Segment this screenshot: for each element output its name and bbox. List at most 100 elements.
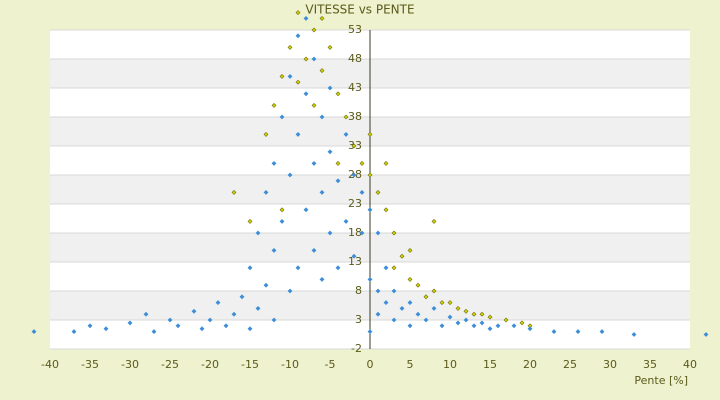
x-tick-label: 10 [443,358,457,371]
scatter-point [191,308,197,314]
scatter-point [407,247,413,253]
scatter-point [423,317,429,323]
scatter-point [303,207,309,213]
scatter-point [391,317,397,323]
scatter-point [279,218,285,224]
scatter-point [287,172,293,178]
scatter-point [407,323,413,329]
scatter-point [31,329,37,335]
scatter-point [279,114,285,120]
scatter-point [263,282,269,288]
scatter-point [247,218,253,224]
scatter-point [167,317,173,323]
scatter-point [151,329,157,335]
scatter-point [319,189,325,195]
scatter-point [423,294,429,300]
scatter-point [439,300,445,306]
x-tick-label: -5 [325,358,336,371]
scatter-point [311,160,317,166]
x-tick-label: -30 [121,358,139,371]
scatter-point [303,15,309,21]
scatter-point [239,294,245,300]
scatter-point [303,56,309,62]
scatter-point [479,320,485,326]
scatter-point [271,317,277,323]
scatter-point [351,253,357,259]
scatter-point [311,102,317,108]
scatter-point [295,10,301,16]
scatter-point [279,73,285,79]
scatter-point [375,311,381,317]
scatter-point [463,308,469,314]
scatter-point [199,326,205,332]
scatter-point [255,230,261,236]
y-tick-label: 53 [348,23,362,36]
scatter-point [255,305,261,311]
y-tick-label: 38 [348,110,362,123]
y-tick-label: 48 [348,52,362,65]
scatter-point [271,160,277,166]
scatter-point [175,323,181,329]
x-tick-label: 0 [367,358,374,371]
scatter-point [391,288,397,294]
scatter-point [343,131,349,137]
scatter-point [279,207,285,213]
scatter-point [351,143,357,149]
scatter-point [383,207,389,213]
x-tick-label: 20 [523,358,537,371]
scatter-point [343,218,349,224]
x-tick-label: 30 [603,358,617,371]
scatter-point [359,189,365,195]
scatter-point [511,323,517,329]
x-tick-label: 15 [483,358,497,371]
scatter-point [455,305,461,311]
x-tick-label: 40 [683,358,697,371]
x-axis-label: Pente [%] [634,374,688,387]
scatter-point [495,323,501,329]
scatter-point [215,300,221,306]
scatter-point [359,160,365,166]
scatter-point [295,79,301,85]
scatter-point [311,27,317,33]
scatter-point [383,265,389,271]
scatter-point [335,178,341,184]
scatter-point [303,91,309,97]
scatter-point [287,44,293,50]
scatter-point [287,288,293,294]
scatter-point [431,305,437,311]
y-tick-label: 13 [348,255,362,268]
scatter-point [311,247,317,253]
x-tick-label: -10 [281,358,299,371]
scatter-point [319,68,325,74]
scatter-point [351,172,357,178]
scatter-point [327,85,333,91]
x-tick-label: -40 [41,358,59,371]
scatter-point [223,323,229,329]
scatter-point [231,189,237,195]
scatter-point [431,218,437,224]
scatter-point [327,230,333,236]
scatter-point [703,332,709,337]
scatter-point [399,305,405,311]
scatter-point [71,329,77,335]
scatter-point [367,329,373,335]
scatter-point [327,149,333,155]
scatter-point [335,160,341,166]
scatter-point [247,326,253,332]
scatter-point [471,323,477,329]
scatter-point [527,326,533,332]
x-tick-label: -15 [241,358,259,371]
scatter-point [487,314,493,320]
scatter-point [407,300,413,306]
scatter-point [447,314,453,320]
scatter-point [295,33,301,39]
scatter-point [87,323,93,329]
x-tick-label: 25 [563,358,577,371]
scatter-point [487,326,493,332]
scatter-point [367,276,373,282]
scatter-point [367,131,373,137]
scatter-point [327,44,333,50]
scatter-point [551,329,557,335]
scatter-point [127,320,133,326]
scatter-point [311,56,317,62]
